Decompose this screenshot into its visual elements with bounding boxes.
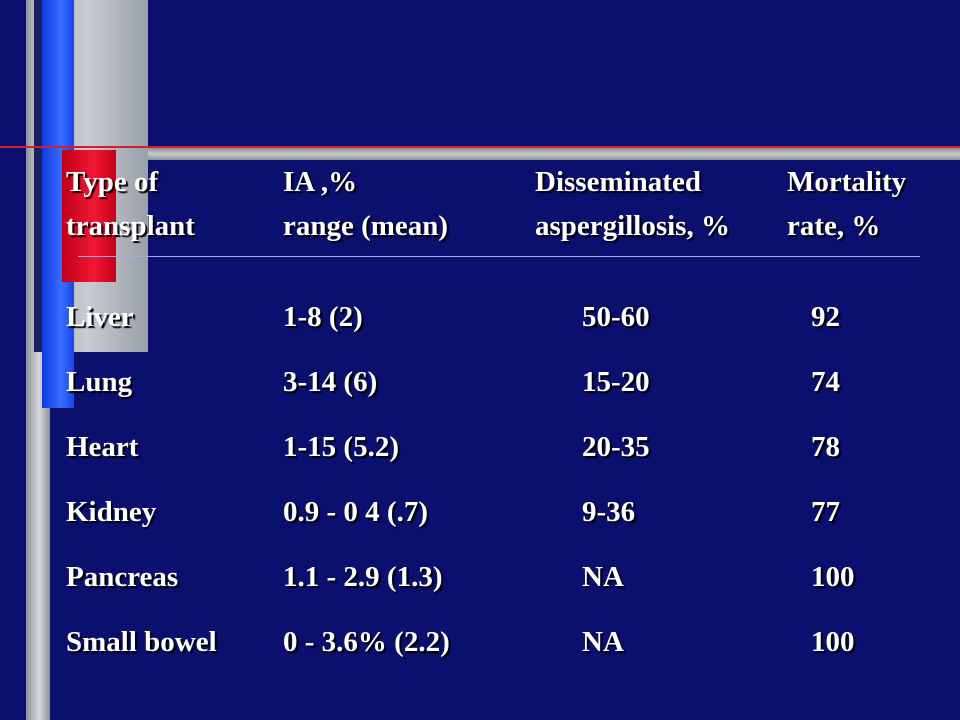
- cell-type: Pancreas: [66, 561, 179, 593]
- cell-type: Lung: [66, 366, 133, 398]
- table-header-row: Type of transplant IA ,% range (mean) Di…: [66, 160, 946, 256]
- header-ia-range: IA ,% range (mean): [283, 166, 449, 242]
- cell-type: Small bowel: [66, 626, 217, 658]
- table-row: Lung 3-14 (6) 15-20 74: [66, 357, 946, 422]
- cell-type: Heart: [66, 431, 139, 463]
- header-mortality: Mortality rate, %: [787, 166, 907, 242]
- cell-disseminated: 15-20: [582, 366, 650, 398]
- cell-mortality: 92: [811, 301, 840, 333]
- cell-mortality: 100: [811, 561, 855, 593]
- table-row: Kidney 0.9 - 0 4 (.7) 9-36 77: [66, 487, 946, 552]
- cell-type: Kidney: [66, 496, 157, 528]
- cell-mortality: 77: [811, 496, 840, 528]
- transplant-table: Type of transplant IA ,% range (mean) Di…: [66, 160, 946, 658]
- cell-ia: 3-14 (6): [283, 366, 378, 398]
- decorative-gray-rule: [148, 148, 960, 160]
- cell-disseminated: NA: [582, 561, 624, 593]
- table-row: Pancreas 1.1 - 2.9 (1.3) NA 100: [66, 552, 946, 617]
- cell-mortality: 78: [811, 431, 840, 463]
- header-type-of-transplant: Type of transplant: [66, 166, 195, 242]
- cell-type: Liver: [66, 301, 134, 333]
- table-body: Liver 1-8 (2) 50-60 92 Lung 3-14 (6) 15-…: [66, 292, 946, 682]
- cell-mortality: 74: [811, 366, 840, 398]
- table-row: Small bowel 0 - 3.6% (2.2) NA 100: [66, 617, 946, 682]
- cell-ia: 1-8 (2): [283, 301, 363, 333]
- cell-disseminated: NA: [582, 626, 624, 658]
- header-divider: [78, 256, 920, 257]
- cell-disseminated: 9-36: [582, 496, 636, 528]
- decorative-top-rule: [0, 146, 960, 148]
- table-row: Liver 1-8 (2) 50-60 92: [66, 292, 946, 357]
- header-disseminated: Disseminated aspergillosis, %: [535, 166, 730, 242]
- cell-ia: 1.1 - 2.9 (1.3): [283, 561, 443, 593]
- cell-mortality: 100: [811, 626, 855, 658]
- cell-disseminated: 50-60: [582, 301, 650, 333]
- table-row: Heart 1-15 (5.2) 20-35 78: [66, 422, 946, 487]
- cell-ia: 0 - 3.6% (2.2): [283, 626, 450, 658]
- cell-ia: 1-15 (5.2): [283, 431, 399, 463]
- decorative-red-block: [62, 150, 116, 282]
- cell-disseminated: 20-35: [582, 431, 650, 463]
- decorative-dark-stripe: [34, 0, 42, 352]
- cell-ia: 0.9 - 0 4 (.7): [283, 496, 428, 528]
